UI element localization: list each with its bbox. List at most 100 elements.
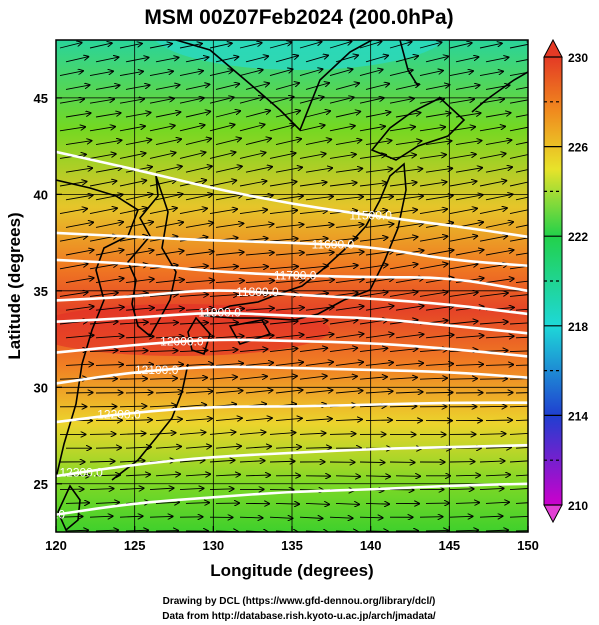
wind-arrow [65,503,89,504]
wind-arrow [359,155,386,159]
y-axis-label: Latitude (degrees) [5,212,24,359]
wind-arrow [449,516,473,517]
wind-arrow [89,350,117,351]
wind-arrow [359,238,388,242]
credit-data: Data from http://database.rish.kyoto-u.a… [162,611,436,622]
wind-arrow [269,69,292,77]
wind-arrow [299,376,327,380]
wind-arrow [215,57,238,63]
wind-arrow [95,502,119,503]
wind-arrow [95,57,118,63]
wind-arrow [269,210,297,215]
wind-arrow [275,56,298,63]
wind-arrow [425,85,449,90]
wind-arrow [239,210,267,215]
wind-arrow [209,152,235,159]
wind-arrow [209,266,238,268]
wind-arrow [485,530,508,531]
wind-arrow [179,208,207,215]
wind-arrow [185,111,210,118]
wind-arrow [425,195,453,201]
wind-arrow [59,43,82,49]
wind-arrow [239,461,265,462]
wind-arrow [179,460,205,462]
wind-arrow [269,97,293,104]
wind-arrow [245,363,273,366]
wind-arrow [215,223,243,228]
colorbar-tick-label: 230 [568,51,588,65]
y-axis: 25 30 35 40 45 [34,91,62,492]
wind-arrow [59,264,88,270]
wind-arrow [65,141,91,146]
wind-arrow [65,113,91,118]
wind-arrow [425,306,454,311]
wind-arrow [155,419,182,420]
wind-arrow [119,351,147,352]
wind-arrow [395,306,424,311]
wind-arrow [299,69,322,77]
wind-arrow [359,42,381,49]
wind-arrow [365,503,389,504]
wind-arrow [155,392,183,393]
contour-labels: 11500.0 11600.0 11700.0 11800.0 11900.0 12000… [56,209,392,522]
wind-arrow [455,85,479,90]
wind-arrow [215,336,244,338]
wind-arrow [119,488,144,489]
wind-arrow [179,125,205,132]
colorbar-tick-label: 214 [568,409,588,423]
wind-arrow [329,42,351,49]
wind-arrow [359,377,387,379]
wind-arrow [59,209,87,215]
wind-arrow [419,292,448,297]
wind-arrow [239,294,268,296]
wind-arrow [125,279,154,284]
wind-arrow [245,418,272,421]
wind-arrow [479,488,504,489]
coast-china [56,179,139,479]
contour-label: 12300.0 [59,465,103,479]
wind-arrow [329,434,355,435]
wind-arrow [59,71,83,77]
wind-arrow [269,153,296,159]
wind-arrow [329,126,355,132]
x-axis: 120 125 130 135 140 145 150 [45,526,539,553]
contour-line [56,311,528,335]
wind-arrow [419,42,442,49]
wind-arrow [65,335,94,338]
wind-arrow [185,364,213,365]
wind-arrow [95,475,120,476]
wind-arrow [419,155,446,159]
wind-arrow [179,294,208,296]
colorbar-top-cap [543,38,563,58]
wind-arrow [359,70,383,77]
wind-arrow [515,308,528,311]
wind-arrow [485,279,514,284]
wind-arrow [149,44,172,49]
wind-arrow [359,348,387,353]
wind-arrow [419,182,447,187]
wind-arrow [359,183,387,187]
wind-arrow [245,475,270,476]
wind-arrow [245,281,274,283]
wind-arrow [275,280,304,282]
wind-arrow [485,167,512,173]
wind-arrow [215,111,240,118]
wind-arrow [305,139,331,146]
x-tick-label: 120 [45,538,67,553]
wind-arrow [395,56,418,63]
contour-line [56,258,528,293]
wind-arrow [359,517,383,518]
wind-arrow [239,349,267,352]
wind-arrow [485,222,513,228]
wind-arrow [245,253,274,255]
wind-arrow [239,97,264,104]
wind-arrow [269,266,298,268]
wind-arrow [269,182,296,187]
wind-arrow [95,250,123,256]
wind-arrow [89,99,114,104]
coastline [56,40,528,532]
wind-arrow [275,503,299,504]
wind-arrow [335,334,363,339]
wind-arrow [335,419,362,420]
wind-arrow [479,43,502,49]
